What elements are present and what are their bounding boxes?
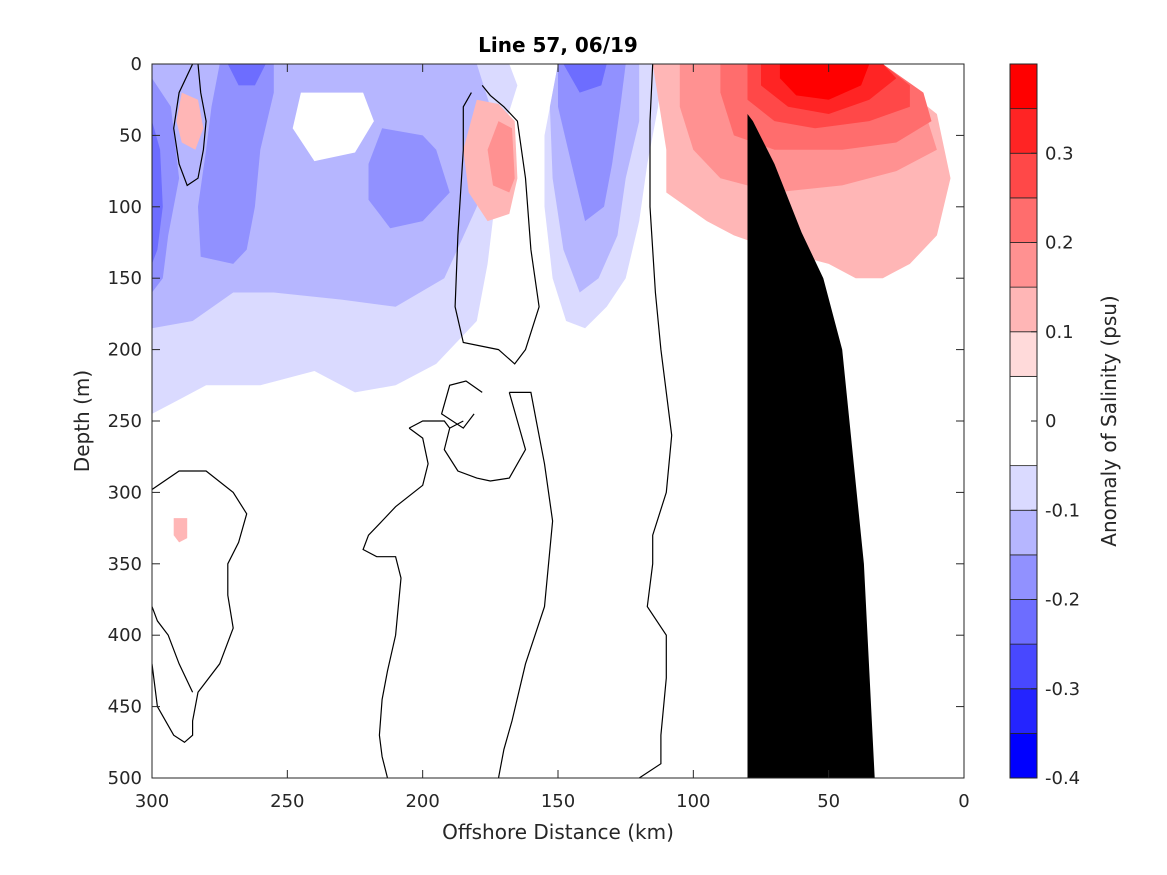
colorbar-tick-label-0.3: 0.3 — [1045, 143, 1074, 164]
contour-region-5 — [152, 78, 180, 293]
zero-contour-line-0 — [173, 64, 207, 187]
colorbar-swatch-14 — [1009, 63, 1038, 110]
y-axis-title: Depth (m) — [70, 370, 94, 472]
y-tick-label-450: 450 — [108, 697, 142, 718]
colorbar-tick-label-0.1: 0.1 — [1045, 322, 1074, 343]
colorbar-tick-label-0.2: 0.2 — [1045, 233, 1074, 254]
x-tick-label-300: 300 — [135, 791, 169, 812]
colorbar-swatch-8 — [1009, 331, 1038, 377]
x-axis: 300 250 200 150 100 50 0 — [135, 64, 970, 812]
colorbar-tick-label--0.3: -0.3 — [1045, 679, 1080, 700]
colorbar-swatch-10 — [1009, 242, 1038, 288]
contour-region-17 — [487, 121, 515, 193]
contour-region-9 — [152, 121, 163, 264]
contour-region-15 — [173, 518, 188, 543]
colorbar-swatch-4 — [1009, 554, 1038, 600]
colorbar-swatch-12 — [1009, 152, 1038, 199]
colorbar-tick-label--0.4: -0.4 — [1045, 768, 1080, 789]
contour-region-7 — [558, 64, 626, 222]
chart-title: Line 57, 06/19 — [478, 33, 638, 57]
colorbar-swatch-9 — [1009, 286, 1038, 333]
y-axis: 0 50 100 150 200 250 300 350 400 450 500 — [108, 54, 964, 789]
colorbar-swatch-2 — [1009, 643, 1038, 690]
colorbar-swatch-5 — [1009, 509, 1038, 556]
colorbar-label: Anomaly of Salinity (psu) — [1097, 295, 1121, 546]
zero-contour-line-2 — [440, 380, 483, 429]
contour-region-8 — [227, 64, 266, 86]
x-tick-label-0: 0 — [958, 791, 969, 812]
zero-contour-line-4 — [443, 392, 527, 482]
y-tick-label-400: 400 — [108, 625, 142, 646]
contour-region-10 — [563, 64, 607, 93]
zero-contour-line-6 — [408, 420, 451, 429]
x-axis-title: Offshore Distance (km) — [442, 820, 674, 844]
colorbar-tick-label--0.2: -0.2 — [1045, 590, 1080, 611]
colorbar-swatch-11 — [1009, 197, 1038, 243]
colorbar-tick-label-0: 0 — [1045, 411, 1056, 432]
y-tick-label-300: 300 — [108, 482, 142, 503]
zero-contour-line-7 — [638, 64, 673, 778]
y-tick-label-250: 250 — [108, 411, 142, 432]
zero-contour-line-8 — [152, 470, 248, 744]
y-tick-label-350: 350 — [108, 554, 142, 575]
x-tick-label-200: 200 — [405, 791, 439, 812]
y-tick-label-0: 0 — [131, 54, 142, 75]
x-tick-label-250: 250 — [270, 791, 304, 812]
contour-region-14 — [176, 92, 204, 150]
y-tick-label-150: 150 — [108, 268, 142, 289]
zero-contour-line-1 — [454, 85, 540, 365]
y-tick-label-100: 100 — [108, 197, 142, 218]
x-tick-label-150: 150 — [541, 791, 575, 812]
bathymetry-layer — [747, 114, 875, 778]
zero-contour-line-3 — [497, 391, 554, 778]
zero-contour-layer — [152, 64, 673, 778]
bathymetry-shelf — [747, 114, 875, 778]
colorbar-swatch-3 — [1009, 599, 1038, 645]
contour-region-6 — [368, 128, 450, 229]
contour-region-11 — [292, 92, 374, 162]
contour-region-4 — [198, 64, 274, 264]
colorbar-swatch-6 — [1009, 465, 1038, 511]
y-tick-label-500: 500 — [108, 768, 142, 789]
colorbar-swatch-0 — [1009, 732, 1038, 779]
x-tick-label-100: 100 — [676, 791, 710, 812]
colorbar-swatch-13 — [1009, 108, 1038, 154]
x-tick-label-50: 50 — [817, 791, 840, 812]
contour-region-21 — [779, 64, 870, 100]
colorbar: -0.4 -0.3 -0.2 -0.1 0 0.1 0.2 0.3 — [1009, 63, 1080, 789]
contour-fill-layer — [152, 64, 951, 543]
colorbar-tick-label--0.1: -0.1 — [1045, 500, 1080, 521]
zero-contour-line-5 — [362, 427, 429, 778]
y-tick-label-200: 200 — [108, 340, 142, 361]
colorbar-swatch-1 — [1009, 688, 1038, 734]
y-tick-label-50: 50 — [119, 125, 142, 146]
zero-contour-line-9 — [152, 606, 194, 693]
